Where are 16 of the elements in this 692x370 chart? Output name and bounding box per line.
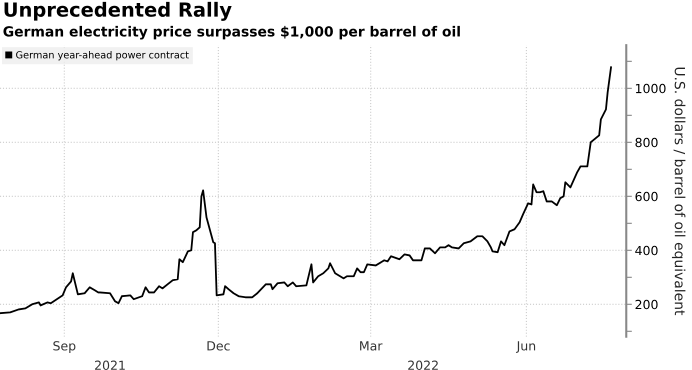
x-tick-label: Sep: [53, 341, 76, 353]
y-tick-label: 200: [636, 300, 658, 310]
y-axis-title: U.S. dollars / barrel of oil equivalent: [672, 68, 686, 316]
chart-subtitle: German electricity price surpasses $1,000 per barrel of oil: [3, 26, 460, 40]
chart-title: Unprecedented Rally: [4, 2, 232, 21]
x-tick-label: Jun: [516, 341, 536, 353]
line-series: [0, 66, 612, 314]
y-tick-label: 400: [635, 246, 658, 256]
legend-label: German year-ahead power contract: [16, 50, 189, 60]
x-tick-label: Dec: [207, 341, 230, 351]
x2-tick-label: 2021: [95, 360, 125, 370]
x2-tick-label: 2022: [408, 360, 438, 370]
x-tick-label: Mar: [360, 341, 382, 351]
y-tick-label: 1000: [636, 84, 666, 94]
y-tick-label: 800: [635, 138, 658, 148]
y-tick-label: 600: [635, 192, 658, 202]
